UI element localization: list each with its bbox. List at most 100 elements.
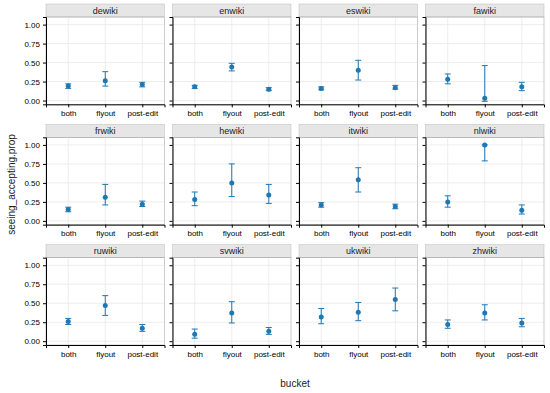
x-tick-mark — [105, 225, 106, 228]
grid-line-x — [105, 17, 106, 104]
y-tick: 0.50 — [24, 179, 46, 188]
error-cap-high — [355, 167, 361, 168]
y-axis — [296, 18, 300, 105]
grid-line-x — [142, 137, 143, 224]
y-tick-mark — [170, 101, 173, 102]
error-cap-high — [229, 63, 235, 64]
error-cap-low — [229, 196, 235, 197]
x-tick-label: flyout — [476, 109, 496, 118]
x-tick: flyout — [223, 345, 243, 359]
grid-line-x — [321, 17, 322, 104]
y-tick: 0.00 — [24, 337, 46, 346]
x-tick: post-edit — [507, 345, 538, 359]
y-tick: 1.00 — [24, 21, 46, 30]
x-tick-label: flyout — [349, 229, 369, 238]
y-axis-line — [296, 258, 300, 345]
error-cap-low — [392, 310, 398, 311]
y-tick-mark — [423, 101, 426, 102]
grid-line-x — [68, 17, 69, 104]
y-tick — [423, 303, 426, 304]
x-tick: both — [314, 104, 330, 118]
x-axis-line — [173, 225, 292, 228]
y-tick-mark — [170, 44, 173, 45]
error-cap-high — [102, 184, 108, 185]
y-tick — [170, 303, 173, 304]
error-cap-low — [229, 70, 235, 71]
x-tick-mark — [195, 225, 196, 228]
error-cap-low — [192, 338, 198, 339]
x-tick-mark — [105, 345, 106, 348]
y-tick — [423, 183, 426, 184]
x-tick-label: post-edit — [127, 350, 158, 359]
panel: frwiki0.000.250.500.751.00bothflyoutpost… — [24, 124, 165, 238]
x-tick: both — [440, 104, 456, 118]
point — [140, 82, 145, 87]
x-tick: flyout — [223, 225, 243, 239]
y-tick — [170, 145, 173, 146]
y-tick — [296, 25, 299, 26]
y-tick-label: 0.75 — [24, 280, 40, 289]
marks — [65, 296, 145, 332]
error-cap-low — [266, 203, 272, 204]
x-tick-mark — [232, 345, 233, 348]
x-tick-mark — [269, 345, 270, 348]
x-tick-mark — [321, 345, 322, 348]
x-axis-line — [300, 105, 419, 108]
x-tick-mark — [522, 104, 523, 107]
y-tick-mark — [43, 183, 46, 184]
point — [140, 326, 145, 331]
panel-title: nlwiki — [474, 126, 496, 136]
marks — [445, 305, 525, 329]
y-tick — [170, 82, 173, 83]
y-tick-mark — [170, 322, 173, 323]
x-tick-label: post-edit — [127, 229, 158, 238]
x-tick-label: both — [440, 350, 456, 359]
y-tick-label: 0.25 — [24, 78, 40, 87]
x-tick-mark — [142, 104, 143, 107]
y-tick: 0.25 — [24, 78, 46, 87]
grid-line-x — [321, 258, 322, 345]
y-tick-mark — [423, 221, 426, 222]
error-cap-high — [392, 288, 398, 289]
grid — [173, 137, 292, 224]
x-tick-label: both — [61, 229, 77, 238]
y-tick-label: 0.50 — [24, 59, 40, 68]
y-axis-line — [296, 18, 300, 105]
x-tick: post-edit — [380, 345, 411, 359]
error-cap-high — [229, 301, 235, 302]
grid-line-x — [447, 17, 448, 104]
x-tick-mark — [522, 345, 523, 348]
point — [266, 87, 271, 92]
y-tick-mark — [43, 145, 46, 146]
x-tick: flyout — [96, 104, 116, 118]
grid-line-y — [173, 163, 292, 164]
x-tick-label: post-edit — [380, 229, 411, 238]
x-tick-label: flyout — [96, 109, 116, 118]
y-tick — [170, 164, 173, 165]
y-tick-mark — [170, 303, 173, 304]
grid-line-x — [447, 137, 448, 224]
panel: zhwikibothflyoutpost-edit — [423, 245, 545, 359]
y-tick-label: 1.00 — [24, 261, 40, 270]
error-cap-low — [355, 80, 361, 81]
x-axis: bothflyoutpost-edit — [300, 104, 419, 118]
x-axis: bothflyoutpost-edit — [173, 225, 292, 239]
chart: dewiki0.000.250.500.751.00bothflyoutpost… — [0, 0, 550, 393]
x-axis-title: bucket — [280, 378, 310, 389]
y-tick — [170, 25, 173, 26]
point — [66, 84, 71, 89]
point — [192, 332, 197, 337]
error-cap-low — [445, 207, 451, 208]
x-tick: post-edit — [507, 104, 538, 118]
plot-frame — [46, 258, 165, 345]
grid — [46, 17, 165, 104]
y-tick-mark — [170, 265, 173, 266]
point — [319, 314, 324, 319]
y-tick — [296, 101, 299, 102]
error-cap-low — [482, 101, 488, 102]
y-tick-mark — [43, 341, 46, 342]
point — [140, 202, 145, 207]
plot-frame — [426, 17, 545, 104]
panel: hewikibothflyoutpost-edit — [170, 124, 292, 238]
y-tick-mark — [170, 63, 173, 64]
